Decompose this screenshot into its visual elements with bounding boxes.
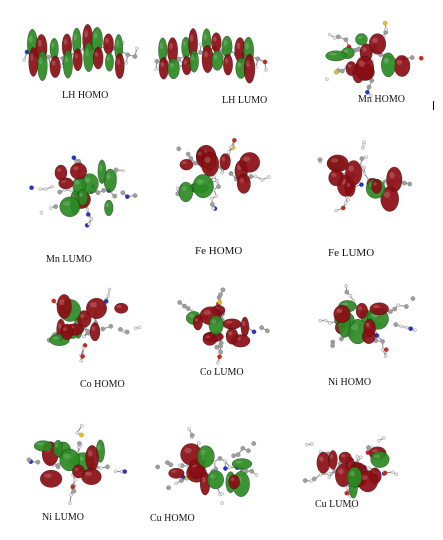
orbital-caption-mn-lumo: Mn LUMO [46, 254, 92, 265]
orbital-image-co-lumo [150, 270, 290, 378]
orbital-panel-mn-homo [300, 2, 440, 130]
orbital-panel-lh-homo [12, 8, 152, 136]
orbital-panel-mn-lumo [14, 136, 154, 264]
orbital-image-ni-homo [298, 266, 438, 374]
orbital-panel-ni-homo [298, 266, 438, 394]
orbital-caption-mn-homo: Mn HOMO [358, 94, 405, 105]
orbital-panel-fe-homo [148, 120, 288, 248]
orbital-caption-lh-lumo: LH LUMO [222, 95, 267, 106]
orbital-caption-ni-homo: Ni HOMO [328, 377, 371, 388]
orbital-panel-lh-lumo [142, 10, 282, 138]
orbital-caption-co-lumo: Co LUMO [200, 367, 244, 378]
orbital-panel-cu-lumo [280, 412, 420, 540]
orbital-caption-fe-lumo: Fe LUMO [328, 247, 374, 259]
orbital-caption-lh-homo: LH HOMO [62, 90, 108, 101]
orbital-image-mn-lumo [14, 136, 154, 244]
orbital-caption-co-homo: Co HOMO [80, 379, 125, 390]
orbital-image-fe-lumo [292, 124, 432, 232]
orbital-caption-fe-homo: Fe HOMO [195, 245, 242, 257]
orbital-caption-cu-lumo: Cu LUMO [315, 499, 359, 510]
orbital-image-ni-lumo [8, 410, 148, 518]
stray-mark [433, 101, 434, 110]
orbital-caption-cu-homo: Cu HOMO [150, 513, 195, 524]
orbital-image-co-homo [22, 270, 162, 378]
orbital-image-cu-homo [140, 410, 280, 518]
orbital-panel-fe-lumo [292, 124, 432, 252]
orbital-panel-co-lumo [150, 270, 290, 398]
orbital-caption-ni-lumo: Ni LUMO [42, 512, 84, 523]
orbital-image-fe-homo [148, 120, 288, 228]
